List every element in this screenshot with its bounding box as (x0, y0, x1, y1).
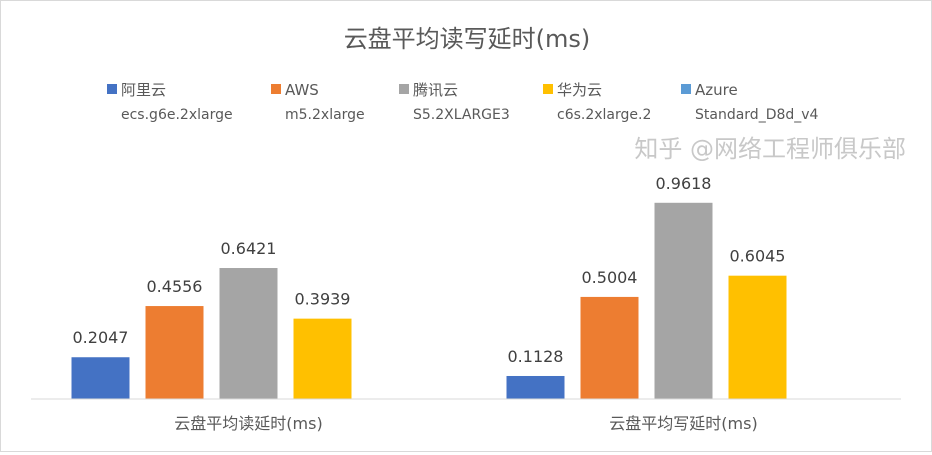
bar (728, 275, 787, 399)
bar (293, 318, 352, 399)
data-label: 0.6045 (730, 247, 786, 266)
legend-swatch (543, 84, 553, 94)
data-label: 0.6421 (221, 239, 277, 258)
chart-title: 云盘平均读写延时(ms) (344, 25, 591, 53)
category-labels: 云盘平均读延时(ms) 云盘平均写延时(ms) (174, 414, 757, 433)
legend-label: 阿里云 (121, 81, 166, 99)
legend-swatch (271, 84, 281, 94)
legend-swatch (681, 84, 691, 94)
legend-sublabel: Standard_D8d_v4 (695, 107, 819, 123)
legend-swatch (107, 84, 117, 94)
data-label: 0.5004 (582, 268, 638, 287)
legend-label: 华为云 (557, 81, 602, 99)
legend-label: AWS (285, 81, 319, 99)
legend-sublabel: c6s.2xlarge.2 (557, 107, 651, 123)
bar (219, 268, 278, 399)
data-label: 0.4556 (147, 277, 203, 296)
data-label: 0.2047 (73, 328, 129, 347)
bar (71, 357, 130, 399)
bar (145, 306, 204, 399)
legend-label: Azure (695, 81, 738, 99)
data-label: 0.1128 (508, 347, 564, 366)
bar (506, 375, 565, 399)
legend-sublabel: ecs.g6e.2xlarge (121, 107, 233, 123)
data-label: 0.9618 (656, 174, 712, 193)
bar (580, 296, 639, 399)
watermark: 知乎 @网络工程师俱乐部 (634, 135, 906, 163)
legend-sublabel: m5.2xlarge (285, 107, 365, 123)
legend: 阿里云 ecs.g6e.2xlarge AWS m5.2xlarge 腾讯云 S5.2XL… (107, 81, 819, 123)
legend-sublabel: S5.2XLARGE3 (413, 107, 510, 123)
legend-swatch (399, 84, 409, 94)
category-label: 云盘平均写延时(ms) (609, 414, 757, 433)
bars: 0.2047 0.4556 0.6421 0.3939 0.1128 0.5004 0.96… (71, 174, 787, 399)
category-label: 云盘平均读延时(ms) (174, 414, 322, 433)
legend-label: 腾讯云 (413, 81, 458, 99)
data-label: 0.3939 (295, 290, 351, 309)
bar (654, 202, 713, 399)
